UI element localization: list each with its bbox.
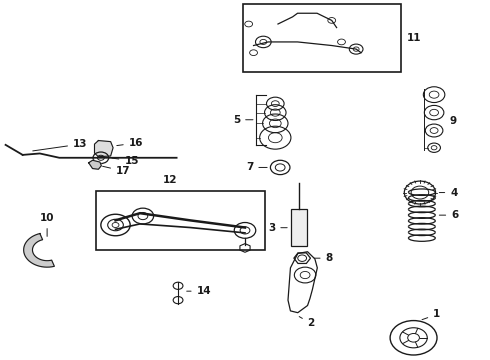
Text: 15: 15 bbox=[112, 156, 139, 166]
Text: 6: 6 bbox=[440, 210, 459, 220]
Bar bbox=[96, 191, 265, 250]
Text: 11: 11 bbox=[407, 33, 422, 43]
Text: 2: 2 bbox=[299, 316, 315, 328]
Polygon shape bbox=[89, 160, 101, 169]
Text: 9: 9 bbox=[450, 116, 457, 126]
Text: 7: 7 bbox=[246, 162, 267, 172]
Text: 13: 13 bbox=[33, 139, 88, 151]
Text: 4: 4 bbox=[440, 188, 458, 198]
Text: 1: 1 bbox=[422, 310, 441, 320]
Text: 14: 14 bbox=[187, 286, 211, 296]
Bar bbox=[291, 209, 307, 246]
Text: 10: 10 bbox=[40, 213, 54, 237]
Text: 8: 8 bbox=[314, 253, 333, 263]
Text: 3: 3 bbox=[268, 223, 287, 233]
Text: 16: 16 bbox=[117, 138, 143, 148]
Bar bbox=[243, 4, 401, 72]
Polygon shape bbox=[24, 234, 54, 267]
Text: 17: 17 bbox=[102, 166, 131, 176]
Text: 12: 12 bbox=[163, 175, 178, 185]
Polygon shape bbox=[95, 140, 113, 157]
Text: 5: 5 bbox=[233, 115, 253, 125]
